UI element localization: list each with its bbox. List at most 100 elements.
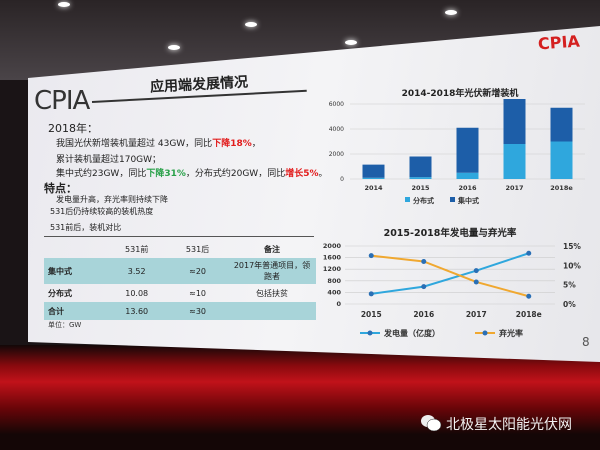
y-left-tick-label: 2000 (323, 242, 342, 250)
chart-title: 2015-2018年发电量与弃光率 (384, 227, 517, 239)
text: 。 (318, 169, 328, 179)
page-number: 8 (582, 335, 590, 349)
highlight: 下降18% (212, 139, 252, 149)
x-tick-label: 2017 (505, 184, 523, 192)
x-tick-label: 2014 (364, 184, 383, 192)
data-point (421, 284, 427, 290)
text-line-1: 我国光伏新增装机量超过 43GW，同比下降18%， (56, 136, 261, 149)
stage-curtain (0, 345, 600, 450)
cell: 合计 (44, 302, 107, 320)
bar-集中式 (550, 107, 573, 142)
legend-label: 分布式 (413, 196, 434, 205)
y-right-tick-label: 5% (563, 281, 576, 290)
data-point (473, 268, 479, 274)
y-right-tick-label: 0% (563, 300, 576, 309)
cell: 包括扶贫 (256, 288, 288, 298)
cell: 3.52 (106, 258, 168, 284)
data-point (421, 258, 427, 264)
year-heading: 2018年： (48, 122, 98, 135)
y-left-tick-label: 1200 (323, 265, 342, 273)
table-unit: 单位：GW (48, 321, 82, 329)
ceiling-light (58, 2, 70, 7)
y-left-tick-label: 800 (327, 277, 341, 285)
bar-chart: 2014-2018年光伏新增装机 0 2000 4000 6000 2014 2015 201… (329, 87, 585, 205)
y-tick-label: 4000 (329, 126, 344, 133)
ceiling-light (345, 40, 357, 45)
data-point (368, 253, 374, 259)
watermark: 北极星太阳能光伏网 (446, 417, 572, 433)
features-heading: 特点： (44, 182, 77, 195)
text-line-3: 集中式约23GW，同比下降31%，分布式约20GW，同比增长5%。 (56, 166, 328, 179)
wechat-icon (420, 413, 442, 437)
bar-分布式 (503, 144, 526, 179)
table-row: 合计 13.60 ≈30 (44, 302, 316, 320)
text: 集中式约23GW，同比 (56, 169, 147, 179)
bar-分布式 (409, 177, 432, 179)
bar-分布式 (362, 177, 385, 179)
installation-table: 531前 531后 备注 集中式 3.52 ≈20 2017年普通项目，领跑者 … (44, 240, 316, 320)
cell: 分布式 (48, 288, 72, 298)
cell: 集中式 (44, 258, 107, 284)
text: ，分布式约20GW，同比 (185, 169, 286, 179)
line-chart: 2015-2018年发电量与弃光率 0 400 800 1200 1600 2000 0% 5%… (323, 227, 582, 338)
text: ， (251, 139, 261, 149)
divider (44, 236, 314, 237)
highlight: 下降31% (146, 169, 186, 179)
table-row: 分布式 10.08 ≈10 包括扶贫 (44, 284, 316, 302)
cell: 10.08 (125, 288, 149, 298)
bar-集中式 (362, 164, 385, 178)
cell: ≈20 (167, 258, 228, 284)
legend-swatch (405, 197, 410, 202)
bar-分布式 (456, 172, 479, 179)
y-tick-label: 0 (340, 176, 344, 183)
highlight: 增长5% (285, 169, 319, 179)
corner-cpia-logo: CPIA (537, 31, 581, 54)
data-point (526, 250, 532, 256)
legend-label: 发电量（亿度） (383, 328, 440, 338)
cell: 2017年普通项目，领跑者 (228, 258, 316, 284)
data-point (368, 291, 374, 297)
x-tick-label: 2018e (550, 184, 573, 192)
x-tick-label: 2015 (361, 310, 382, 319)
y-left-tick-label: 400 (327, 288, 341, 296)
cell: ≈10 (189, 288, 206, 298)
bar-分布式 (550, 141, 573, 179)
line-弃光率 (371, 254, 530, 298)
chart-title: 2014-2018年光伏新增装机 (402, 87, 519, 99)
cell: 13.60 (106, 302, 168, 320)
text-line-2: 累计装机量超过170GW； (56, 155, 162, 165)
data-point (526, 293, 532, 299)
cell (228, 302, 316, 320)
x-tick-label: 2015 (411, 184, 430, 192)
legend-marker (482, 330, 488, 336)
table-caption: 531前后，装机对比 (50, 223, 122, 232)
bar-集中式 (409, 156, 432, 178)
y-right-tick-label: 15% (563, 242, 581, 251)
text: 我国光伏新增装机量超过 43GW，同比 (56, 139, 213, 149)
header-cell: 531后 (185, 244, 210, 254)
y-tick-label: 2000 (329, 151, 344, 158)
x-tick-label: 2018e (516, 310, 542, 319)
ceiling-light (245, 22, 257, 27)
x-tick-label: 2016 (413, 310, 434, 319)
table-row: 集中式 3.52 ≈20 2017年普通项目，领跑者 (44, 258, 316, 284)
table-header-row: 531前 531后 备注 (44, 240, 316, 258)
feature-item: 发电量升高，弃光率则持续下降 (56, 195, 168, 204)
header-cell: 备注 (264, 244, 280, 254)
feature-item: 531后仍持续较高的装机热度 (50, 207, 154, 216)
y-right-tick-label: 10% (563, 261, 581, 270)
legend-label: 集中式 (457, 196, 479, 205)
bar-集中式 (456, 127, 479, 173)
data-point (473, 279, 479, 285)
y-left-tick-label: 0 (336, 300, 341, 308)
y-tick-label: 6000 (329, 101, 344, 108)
header-cell (44, 240, 106, 258)
y-left-tick-label: 1600 (323, 254, 342, 262)
x-tick-label: 2017 (466, 310, 487, 319)
legend-label: 弃光率 (499, 328, 523, 338)
legend-swatch (450, 197, 455, 202)
cpia-logo: CPIA (34, 86, 90, 116)
x-tick-label: 2016 (458, 184, 477, 192)
header-cell: 531前 (125, 244, 149, 254)
cell: ≈30 (167, 302, 228, 320)
